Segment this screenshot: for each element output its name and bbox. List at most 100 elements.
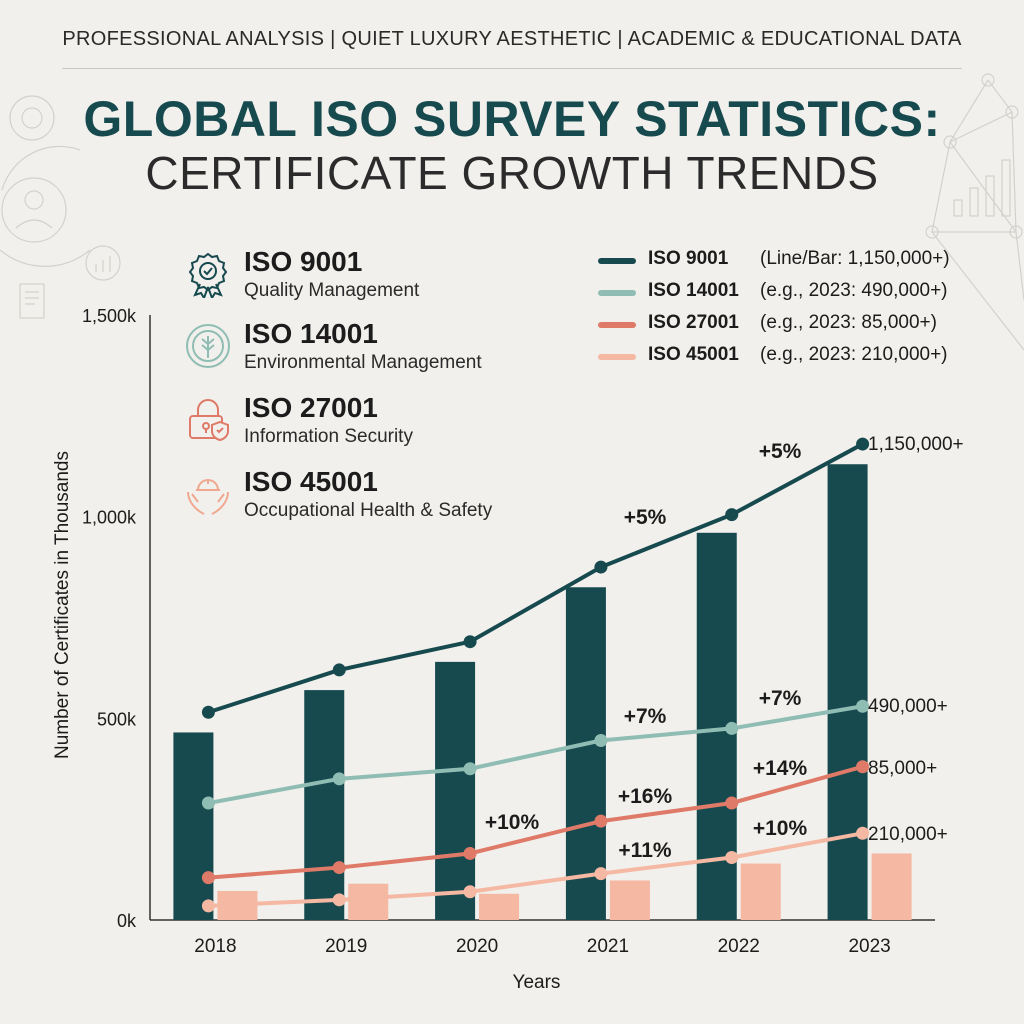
standard-code: ISO 45001 <box>244 466 378 497</box>
line-iso-14001 <box>206 704 865 806</box>
growth-annotation: +14% <box>753 757 808 780</box>
bar-iso-9001 <box>304 690 345 920</box>
point-iso-9001 <box>856 437 870 451</box>
point-iso-27001 <box>332 861 346 875</box>
growth-annotation: +7% <box>624 705 667 728</box>
legend-note: (Line/Bar: 1,150,000+) <box>760 248 950 269</box>
bar-series-group <box>173 464 912 920</box>
growth-annotation: +10% <box>753 817 808 840</box>
document-icon <box>19 283 45 319</box>
annotation-group: +5% +5% +7% +7% +10% +16% +14% +11% +10% <box>485 440 808 862</box>
bar-iso-45001 <box>609 880 650 920</box>
y-tick-label: 500k <box>97 709 137 729</box>
bar-iso-45001 <box>348 883 389 920</box>
standard-code: ISO 27001 <box>244 392 378 423</box>
legend-swatch <box>598 354 636 360</box>
point-iso-45001 <box>725 850 739 864</box>
legend-item-iso-9001: ISO 9001 (Line/Bar: 1,150,000+) <box>598 248 998 274</box>
point-iso-9001 <box>332 663 346 677</box>
x-tick-label: 2018 <box>194 936 236 957</box>
legend-note: (e.g., 2023: 85,000+) <box>760 312 937 333</box>
point-iso-14001 <box>594 734 608 748</box>
bar-iso-9001 <box>435 661 476 920</box>
line-iso-27001 <box>206 764 865 880</box>
bar-iso-45001 <box>740 863 781 920</box>
leaf-icon <box>186 324 230 368</box>
header-tagline: PROFESSIONAL ANALYSIS | QUIET LUXURY AES… <box>62 28 962 50</box>
growth-annotation: +5% <box>759 440 802 463</box>
standard-code: ISO 9001 <box>244 246 363 277</box>
mini-bar-chart-icon <box>953 199 963 217</box>
growth-annotation: +5% <box>624 506 667 529</box>
legend-series-name: ISO 14001 <box>648 280 739 301</box>
x-tick-label: 2019 <box>325 936 367 957</box>
legend-item-iso-14001: ISO 14001 (e.g., 2023: 490,000+) <box>598 280 998 306</box>
bar-iso-9001 <box>827 464 868 920</box>
y-tick-label: 1,000k <box>82 508 137 528</box>
page-title-line2: CERTIFICATE GROWTH TRENDS <box>145 147 879 199</box>
x-tick-label: 2020 <box>456 936 498 957</box>
bar-iso-45001 <box>479 893 520 920</box>
point-iso-14001 <box>463 762 477 776</box>
end-label-iso-27001: 85,000+ <box>868 758 937 779</box>
point-iso-27001 <box>201 871 215 885</box>
chart-axes: 0k 500k 1,000k 1,500k 2018 2019 2020 2021 2022 20… <box>52 306 935 993</box>
standard-description: Quality Management <box>244 280 420 301</box>
point-iso-27001 <box>594 814 608 828</box>
standard-description: Information Security <box>244 426 413 447</box>
end-label-iso-9001: 1,150,000+ <box>868 434 964 455</box>
point-iso-14001 <box>856 699 870 713</box>
chart-bubble-icon <box>85 245 121 281</box>
legend-swatch <box>598 258 636 264</box>
line-iso-45001 <box>206 831 865 908</box>
standard-description: Environmental Management <box>244 352 482 373</box>
growth-annotation: +11% <box>618 839 671 862</box>
legend-item-iso-27001: ISO 27001 (e.g., 2023: 85,000+) <box>598 312 998 338</box>
bar-iso-9001 <box>565 587 606 920</box>
point-iso-45001 <box>332 893 346 907</box>
x-tick-label: 2022 <box>718 936 760 957</box>
legend-series-name: ISO 27001 <box>648 312 739 333</box>
y-tick-label: 0k <box>117 911 137 931</box>
gear-icon <box>9 95 55 141</box>
line-series-group: 1,150,000+ 490,000+ 85,000+ 210,000+ <box>201 434 964 913</box>
legend-swatch <box>598 290 636 296</box>
line-iso-9001 <box>206 442 865 715</box>
x-tick-label: 2021 <box>587 936 629 957</box>
standard-description: Occupational Health & Safety <box>244 500 493 521</box>
point-iso-9001 <box>594 560 608 574</box>
growth-annotation: +10% <box>485 811 540 834</box>
point-iso-45001 <box>594 867 608 881</box>
legend-note: (e.g., 2023: 490,000+) <box>760 280 948 301</box>
legend-series-name: ISO 45001 <box>648 344 739 365</box>
award-ribbon-icon <box>188 252 228 298</box>
point-iso-27001 <box>856 760 870 774</box>
legend-item-iso-45001: ISO 45001 (e.g., 2023: 210,000+) <box>598 344 998 370</box>
point-iso-27001 <box>725 796 739 810</box>
x-tick-label: 2023 <box>848 936 890 957</box>
point-iso-14001 <box>725 721 739 735</box>
user-profile-icon <box>1 177 67 243</box>
point-iso-27001 <box>463 846 477 860</box>
point-iso-45001 <box>201 899 215 913</box>
legend-swatch <box>598 322 636 328</box>
y-axis-title: Number of Certificates in Thousands <box>52 451 73 759</box>
end-label-iso-14001: 490,000+ <box>868 696 948 717</box>
point-iso-45001 <box>463 885 477 899</box>
header-divider <box>62 68 962 69</box>
standard-code: ISO 14001 <box>244 318 378 349</box>
x-axis-title: Years <box>513 972 561 993</box>
bar-iso-9001 <box>173 732 214 920</box>
y-tick-label: 1,500k <box>82 306 137 326</box>
point-iso-45001 <box>856 826 870 840</box>
point-iso-14001 <box>201 796 215 810</box>
page-title-line1: GLOBAL ISO SURVEY STATISTICS: <box>83 91 941 147</box>
point-iso-14001 <box>332 772 346 786</box>
legend-note: (e.g., 2023: 210,000+) <box>760 344 948 365</box>
growth-annotation: +7% <box>759 687 802 710</box>
legend-series-name: ISO 9001 <box>648 248 729 269</box>
end-label-iso-45001: 210,000+ <box>868 824 948 845</box>
growth-annotation: +16% <box>618 785 673 808</box>
padlock-icon <box>189 399 229 442</box>
